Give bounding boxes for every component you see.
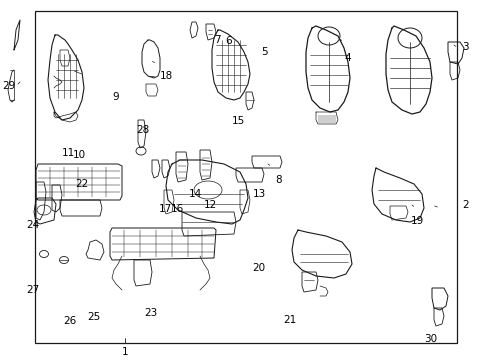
Text: 28: 28 <box>136 125 150 135</box>
Text: 30: 30 <box>423 334 436 344</box>
Text: 1: 1 <box>121 347 128 357</box>
Bar <box>35 11 456 343</box>
Text: 18: 18 <box>159 71 173 81</box>
Text: 19: 19 <box>410 216 423 226</box>
Text: 3: 3 <box>461 42 468 52</box>
Text: 24: 24 <box>26 220 40 230</box>
Text: 16: 16 <box>170 204 183 214</box>
Text: 25: 25 <box>87 312 101 322</box>
Text: 15: 15 <box>232 116 245 126</box>
Text: 23: 23 <box>143 308 157 318</box>
Text: 12: 12 <box>203 200 217 210</box>
Text: 9: 9 <box>112 92 119 102</box>
Text: 26: 26 <box>63 316 77 326</box>
Text: 11: 11 <box>61 148 75 158</box>
Text: 4: 4 <box>344 53 351 63</box>
Text: 2: 2 <box>461 200 468 210</box>
Text: 5: 5 <box>260 47 267 57</box>
Text: 7: 7 <box>214 35 221 45</box>
Text: 27: 27 <box>26 285 40 295</box>
Text: 20: 20 <box>251 263 264 273</box>
Text: 22: 22 <box>75 179 89 189</box>
Text: 14: 14 <box>188 189 202 199</box>
Text: 10: 10 <box>73 150 85 160</box>
Text: 17: 17 <box>158 204 172 214</box>
Text: 13: 13 <box>252 189 265 199</box>
Text: 8: 8 <box>275 175 282 185</box>
Text: 6: 6 <box>225 36 232 46</box>
Text: 29: 29 <box>2 81 16 91</box>
Text: 21: 21 <box>283 315 296 325</box>
